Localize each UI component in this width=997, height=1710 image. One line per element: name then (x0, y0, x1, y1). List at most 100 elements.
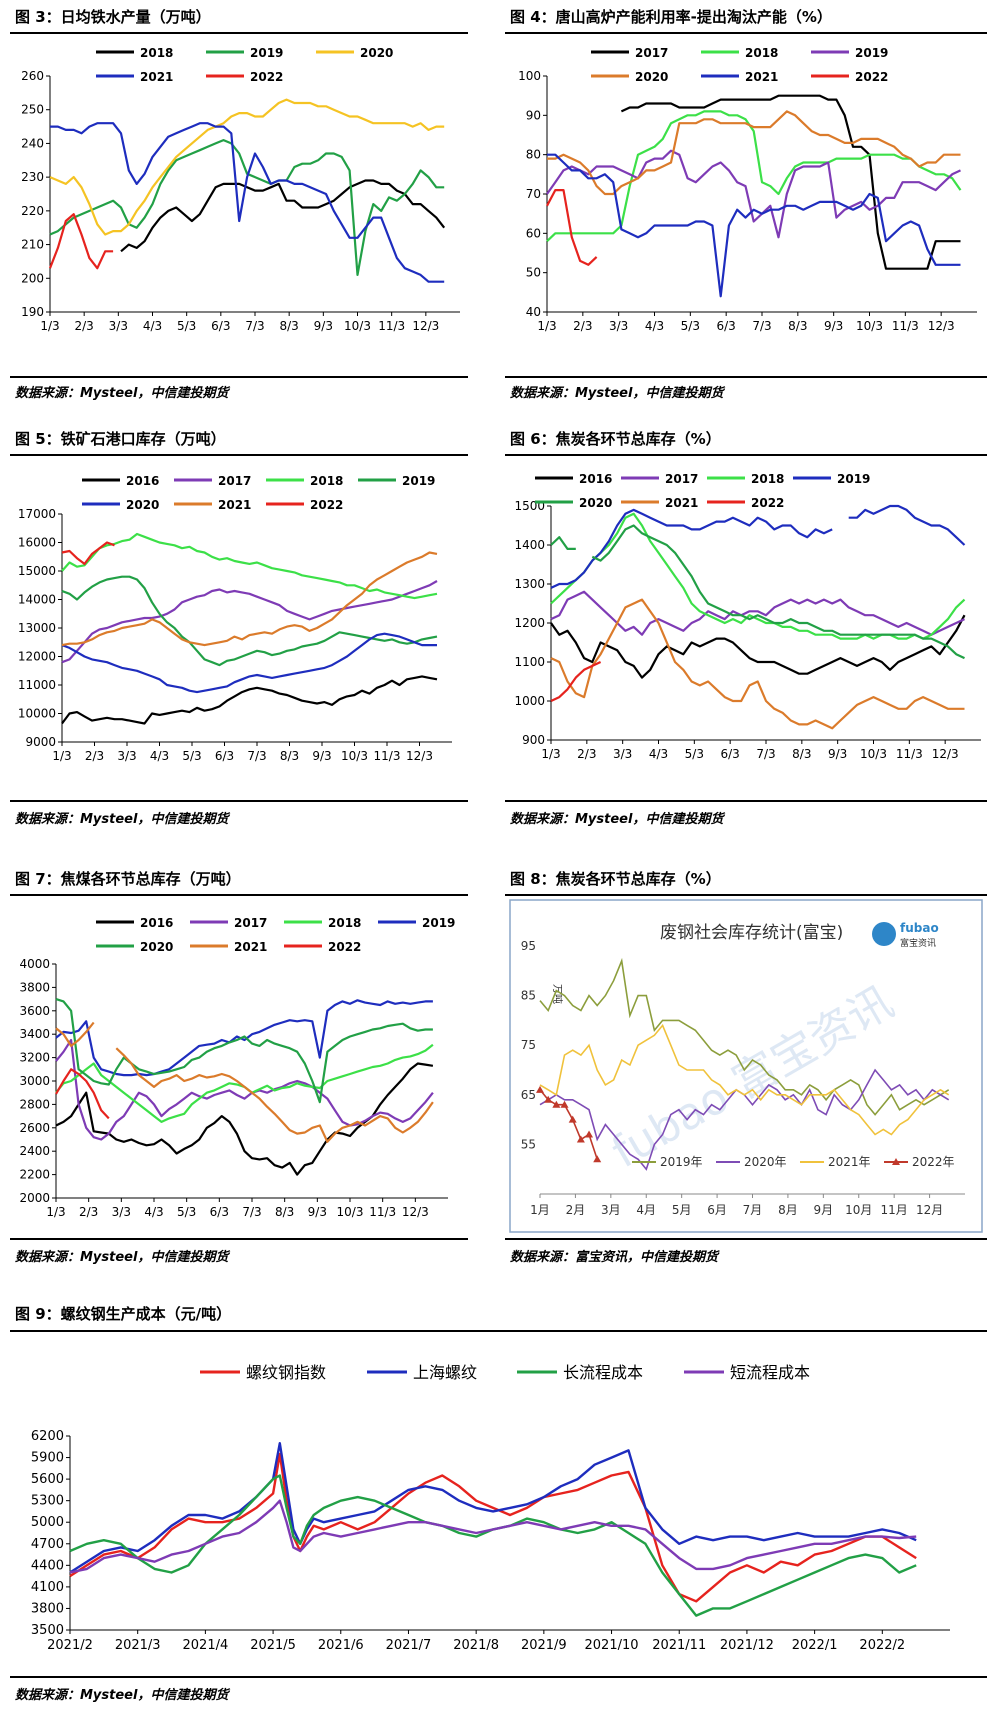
legend-label-2021: 2021 (140, 70, 173, 84)
x-tick-label: 7/3 (756, 747, 775, 761)
x-tick-label: 4/3 (150, 749, 169, 763)
y-tick-label: 900 (522, 733, 545, 747)
series-marker-2022年 (536, 1085, 544, 1093)
x-tick-label: 3/3 (609, 319, 628, 333)
y-tick-label: 5000 (31, 1515, 64, 1530)
series-marker-2022年 (568, 1115, 577, 1123)
y-tick-label: 14000 (18, 593, 56, 607)
source-rule (505, 800, 987, 802)
legend-label-2019: 2019 (855, 46, 888, 60)
y-tick-label: 17000 (18, 507, 56, 521)
x-tick-label: 5/3 (681, 319, 700, 333)
x-tick-label: 9/3 (828, 747, 847, 761)
y-tick-label: 55 (521, 1137, 536, 1151)
series-line-2022 (48, 213, 114, 270)
title-rule (10, 32, 468, 34)
panel-title: 图 4：唐山高炉产能利用率-提出淘汰产能（%） (510, 8, 832, 26)
series-line-2020 (547, 110, 961, 196)
y-tick-label: 4400 (31, 1558, 64, 1573)
source-note: 数据来源：Mysteel，中信建投期货 (15, 812, 229, 827)
embedded-chart-title: 废钢社会库存统计(富宝) (660, 923, 843, 943)
x-tick-label: 3/3 (109, 319, 128, 333)
x-tick-label: 5月 (672, 1203, 692, 1217)
series-line-2022 (61, 541, 115, 565)
series-marker-2022年 (585, 1130, 594, 1138)
series-line-2018 (61, 532, 438, 600)
x-tick-label: 12/3 (932, 747, 959, 761)
y-tick-label: 5300 (31, 1494, 64, 1509)
x-tick-label: 3月 (601, 1203, 621, 1217)
panel-title: 图 7：焦煤各环节总库存（万吨） (15, 870, 241, 888)
x-tick-label: 2021/2 (47, 1638, 93, 1653)
legend-label-2021: 2021 (218, 498, 251, 512)
legend-label-2020: 2020 (579, 496, 612, 510)
x-tick-label: 12/3 (412, 319, 439, 333)
x-tick-label: 11/3 (896, 747, 923, 761)
x-tick-label: 1月 (530, 1203, 550, 1217)
legend-label-2021年: 2021年 (828, 1155, 871, 1169)
y-tick-label: 75 (521, 1038, 536, 1052)
x-tick-label: 9/3 (824, 319, 843, 333)
source-note: 数据来源：Mysteel，中信建投期货 (510, 386, 724, 401)
legend-label-2022: 2022 (250, 70, 283, 84)
legend-label-螺纹钢指数: 螺纹钢指数 (246, 1363, 326, 1382)
series-line-长流程成本 (69, 1474, 917, 1617)
y-tick-label: 220 (21, 204, 44, 218)
series-line-2021 (61, 551, 438, 647)
legend-label-2022: 2022 (855, 70, 888, 84)
legend-label-2020: 2020 (635, 70, 668, 84)
series-line-2019年 (539, 957, 950, 1116)
legend-label-2022: 2022 (751, 496, 784, 510)
series-line-2018 (546, 110, 962, 242)
series-line-2020 (49, 98, 445, 236)
source-rule (10, 800, 468, 802)
y-tick-label: 2800 (19, 1097, 50, 1111)
fubao-logo-icon (872, 922, 896, 946)
legend-label-2021: 2021 (234, 940, 267, 954)
x-tick-label: 10/3 (856, 319, 883, 333)
source-note: 数据来源：Mysteel，中信建投期货 (510, 812, 724, 827)
x-tick-label: 5/3 (177, 1205, 196, 1219)
y-tick-label: 250 (21, 103, 44, 117)
x-tick-label: 1/3 (46, 1205, 65, 1219)
image-frame (509, 899, 983, 1233)
title-rule (10, 1330, 987, 1332)
x-tick-label: 8/3 (280, 319, 299, 333)
legend-label-2022: 2022 (310, 498, 343, 512)
panel-title: 图 9：螺纹钢生产成本（元/吨） (15, 1305, 232, 1323)
series-line-2022 (550, 661, 602, 702)
series-line-2022 (55, 1068, 110, 1120)
series-line-2020 (61, 632, 437, 694)
x-tick-label: 7/3 (247, 749, 266, 763)
legend-label-2017: 2017 (665, 472, 698, 486)
x-tick-label: 7/3 (242, 1205, 261, 1219)
legend-label-2018: 2018 (751, 472, 784, 486)
legend-label-2020年: 2020年 (744, 1155, 787, 1169)
title-rule (505, 894, 987, 896)
y-tick-label: 230 (21, 170, 44, 184)
x-tick-label: 2021/3 (115, 1638, 161, 1653)
x-tick-label: 11月 (881, 1203, 908, 1217)
fubao-logo-caption: 富宝资讯 (900, 937, 936, 949)
source-rule (10, 376, 468, 378)
legend-label-2018: 2018 (745, 46, 778, 60)
x-tick-label: 2/3 (75, 319, 94, 333)
y-tick-label: 3800 (31, 1601, 64, 1616)
y-unit-label: 万吨 (551, 984, 564, 1004)
series-line-2021年 (539, 1023, 950, 1136)
panel-title: 图 6：焦炭各环节总库存（%） (510, 430, 721, 448)
series-line-2019 (546, 149, 961, 239)
legend-label-短流程成本: 短流程成本 (730, 1363, 810, 1382)
x-tick-label: 6/3 (215, 749, 234, 763)
legend-label-长流程成本: 长流程成本 (563, 1363, 643, 1382)
y-tick-label: 6200 (31, 1429, 64, 1444)
x-tick-label: 4月 (636, 1203, 656, 1217)
legend-label-2019: 2019 (402, 474, 435, 488)
y-tick-label: 2600 (19, 1121, 50, 1135)
x-tick-label: 2021/7 (386, 1638, 432, 1653)
x-tick-label: 10月 (845, 1203, 872, 1217)
x-tick-label: 6/3 (210, 1205, 229, 1219)
series-marker-2022年 (552, 1100, 561, 1108)
